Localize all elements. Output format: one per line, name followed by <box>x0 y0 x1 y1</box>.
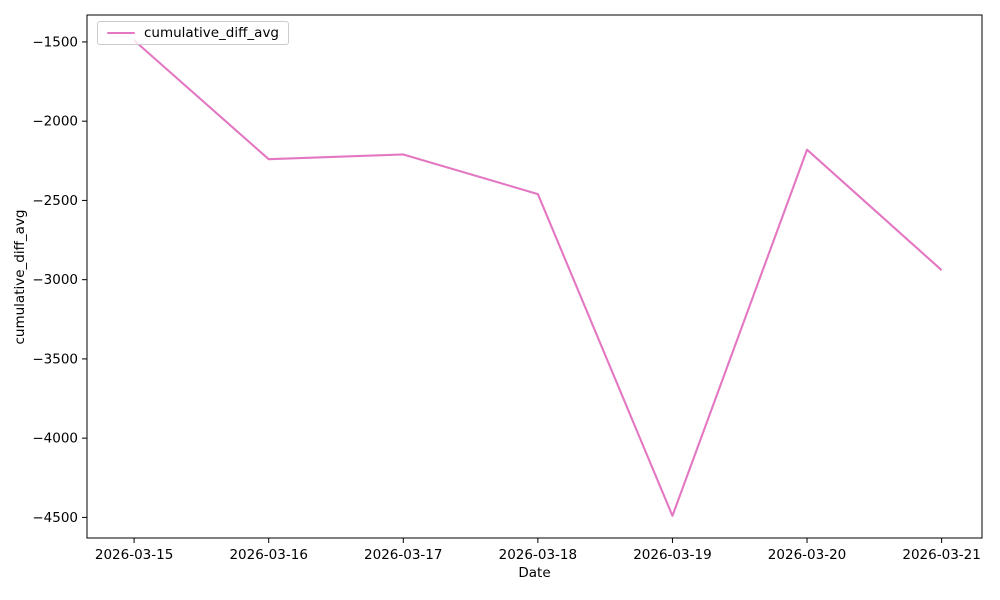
legend: cumulative_diff_avg <box>97 21 289 45</box>
x-tick-label: 2026-03-17 <box>364 547 442 563</box>
legend-line-sample <box>107 31 135 35</box>
data-line-cumulative-diff-avg <box>133 39 943 517</box>
x-axis-label: Date <box>518 565 551 581</box>
y-tick-label: −2000 <box>32 114 78 130</box>
y-tick-label: −3500 <box>32 351 78 367</box>
x-tick-label: 2026-03-20 <box>768 547 846 563</box>
y-tick-label: −3000 <box>32 272 78 288</box>
y-tick-label: −4000 <box>32 431 78 447</box>
y-tick-label: −2500 <box>32 193 78 209</box>
x-tick-label: 2026-03-15 <box>95 547 173 563</box>
y-tick-label: −4500 <box>32 510 78 526</box>
y-axis-label: cumulative_diff_avg <box>12 209 28 345</box>
x-tick-label: 2026-03-19 <box>633 547 711 563</box>
axes-spines <box>86 14 983 539</box>
x-tick-label: 2026-03-16 <box>229 547 307 563</box>
x-tick-label: 2026-03-18 <box>499 547 577 563</box>
x-tick-label: 2026-03-21 <box>902 547 980 563</box>
y-tick-label: −1500 <box>32 34 78 50</box>
legend-label: cumulative_diff_avg <box>144 25 279 41</box>
